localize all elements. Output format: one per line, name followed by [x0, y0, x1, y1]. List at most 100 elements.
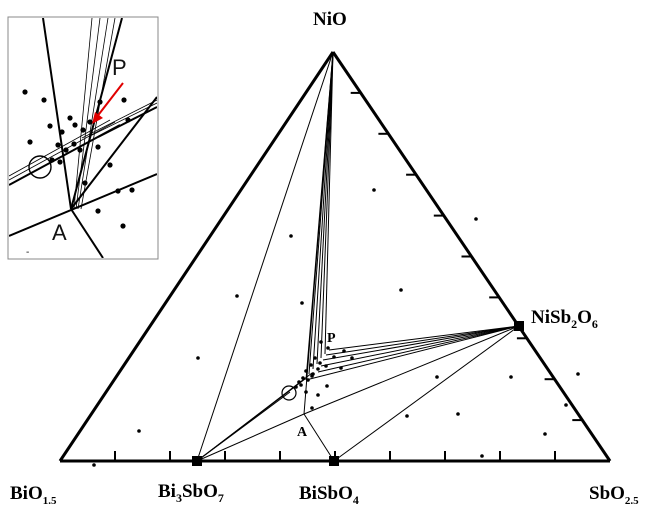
sample-point — [310, 374, 314, 378]
vertex-label-bio1.5: BiO1.5 — [10, 483, 57, 507]
inset-sample-point — [125, 117, 131, 123]
sample-point — [297, 380, 301, 384]
inset-thin-line-7 — [9, 121, 116, 181]
tie-nio-bi3sbo7 — [196, 51, 334, 462]
marker-nisb2o6 — [514, 321, 524, 331]
inset-panel: P A - — [7, 16, 159, 260]
inset-border — [7, 16, 159, 260]
sample-point — [235, 294, 239, 298]
sample-point — [480, 454, 484, 458]
marker-bi3sbo7 — [192, 456, 202, 466]
inset-bold-line-1 — [42, 18, 72, 210]
inset-sample-point — [49, 157, 55, 163]
sample-point — [405, 414, 409, 418]
tie-nisb2o6-fan-2 — [317, 325, 520, 373]
inset-circle — [28, 155, 52, 179]
sample-point — [92, 463, 96, 467]
sample-point — [350, 356, 354, 360]
compound-label-nisb2o6: NiSb2O6 — [531, 307, 598, 331]
inset-sample-points — [22, 89, 135, 229]
compound-label-bisbo4: BiSbO4 — [299, 483, 359, 507]
sample-point — [196, 356, 200, 360]
sample-point — [456, 412, 460, 416]
sample-point — [137, 429, 141, 433]
inset-sample-point — [72, 122, 78, 128]
sample-point — [326, 346, 330, 350]
inset-sample-point — [22, 89, 28, 95]
sample-point — [294, 385, 298, 389]
solid-solution-circle — [281, 385, 297, 401]
tie-nisb2o6-a — [303, 325, 520, 415]
inset-thin-line-1 — [73, 18, 93, 210]
sample-point — [324, 364, 328, 368]
inset-thin-line-2 — [75, 18, 101, 210]
vertex-label-sbo2.5: SbO2.5 — [589, 483, 639, 507]
inset-sample-point — [41, 97, 47, 103]
sample-point — [319, 340, 323, 344]
inset-sample-point — [87, 119, 93, 125]
compound-label-bi3sbo7: Bi3SbO7 — [158, 481, 224, 505]
marker-bisbo4 — [329, 456, 339, 466]
sample-point — [576, 372, 580, 376]
inset-arrow — [92, 82, 124, 124]
inset-thin-line-5 — [81, 99, 157, 139]
tie-nio-fan-6 — [324, 51, 334, 355]
sample-point — [564, 403, 568, 407]
sample-point — [509, 375, 513, 379]
sample-point — [339, 366, 343, 370]
inset-sample-point — [57, 159, 63, 165]
inset-thin-line-3 — [77, 18, 109, 210]
tie-nisb2o6-fan-6 — [328, 325, 520, 351]
inset-label-a: A — [52, 220, 67, 245]
tie-lines — [196, 51, 520, 462]
tie-nisb2o6-fan-1 — [305, 325, 520, 381]
tick-marks — [114, 91, 583, 461]
inset-sample-point — [71, 141, 77, 147]
sample-point — [372, 188, 376, 192]
sample-point — [316, 393, 320, 397]
sample-point — [342, 349, 346, 353]
inset-sample-point — [95, 144, 101, 150]
inset-sample-point — [115, 188, 121, 194]
inset-bold-line-5 — [9, 124, 121, 186]
tie-nio-fan-3 — [312, 51, 334, 370]
inset-sample-point — [27, 139, 33, 145]
sample-point — [289, 234, 293, 238]
tie-nisb2o6-fan-4 — [322, 325, 520, 361]
inset-sample-point — [107, 162, 113, 168]
sample-point — [306, 378, 310, 382]
inset-sample-point — [47, 123, 53, 129]
sample-point — [316, 367, 320, 371]
tie-nisb2o6-bisbo4 — [333, 325, 520, 462]
inset-sample-point — [55, 142, 61, 148]
sample-point — [300, 301, 304, 305]
sample-point — [318, 361, 322, 365]
tie-bisbo4-a — [303, 413, 335, 462]
point-label-p: P — [327, 331, 336, 346]
point-label-a: A — [297, 425, 308, 440]
inset-thin-line-4 — [80, 18, 116, 210]
inset-thin-line-8 — [9, 119, 111, 177]
inset-sample-point — [121, 97, 127, 103]
sample-point — [332, 355, 336, 359]
sample-point — [325, 384, 329, 388]
inset-sample-point — [120, 223, 126, 229]
inset-sample-point — [77, 147, 83, 153]
inset-bold-line-7 — [70, 208, 104, 258]
inset-sample-point — [80, 127, 86, 133]
inset-sample-point — [67, 115, 73, 121]
sample-point — [301, 376, 305, 380]
inset-sample-point — [63, 147, 69, 153]
sample-point — [299, 383, 303, 387]
inset-sample-point — [129, 187, 135, 193]
sample-point — [435, 375, 439, 379]
sample-point — [474, 217, 478, 221]
inset-sample-point — [82, 180, 88, 186]
sample-point — [543, 432, 547, 436]
inset-thin-line-6 — [89, 102, 157, 137]
edge-left — [58, 51, 335, 462]
sample-point — [310, 406, 314, 410]
sample-point — [313, 356, 317, 360]
vertex-label-nio: NiO — [313, 9, 347, 30]
inset-bold-line-3 — [70, 96, 157, 210]
